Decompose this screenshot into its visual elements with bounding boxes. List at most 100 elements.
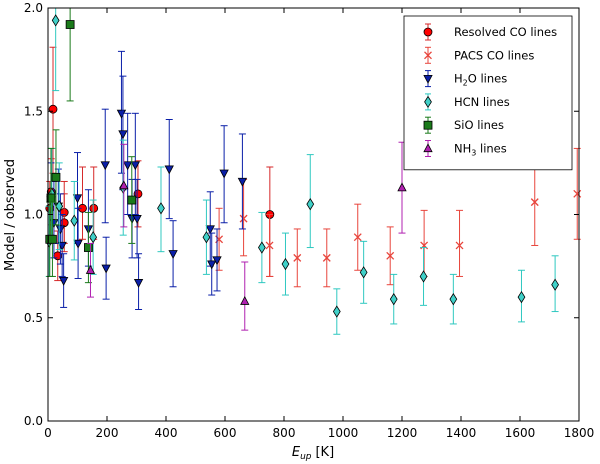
series-h2o-lines (46, 50, 248, 310)
pacs-co-lines-point (530, 198, 539, 207)
legend-label: HCN lines (454, 95, 510, 109)
x-axis-title-sub: up (300, 452, 312, 462)
x-marker-stroke (424, 51, 432, 60)
h2o-lines-point (212, 256, 222, 266)
legend-marker (424, 51, 432, 60)
y-axis-title: Model / observed (3, 159, 18, 271)
h2o-lines-point (58, 276, 69, 286)
nh3-lines-point (119, 180, 129, 190)
tick-labels: 0 200 400 600 800 1000 1200 1400 1600 1800 0.0 0.5 1… (24, 1, 594, 440)
pacs-co-lines-point (353, 233, 362, 242)
legend-label: Resolved CO lines (454, 25, 557, 39)
hcn-lines-point (89, 231, 98, 244)
x-tick-label: 1200 (387, 426, 418, 440)
hcn-lines-point (389, 293, 398, 306)
hcn-lines-point (517, 290, 526, 304)
h2o-lines-point (72, 194, 83, 204)
x-axis-title-main: E (292, 445, 301, 460)
hcn-lines-point (55, 200, 64, 213)
h2o-lines-point (133, 279, 144, 288)
x-marker-stroke (353, 233, 362, 242)
nh3-lines-point (240, 295, 250, 305)
hcn-lines-point (419, 270, 428, 283)
pacs-co-lines-point (386, 251, 395, 260)
hcn-lines-point (202, 231, 211, 244)
hcn-lines-point (51, 14, 60, 27)
y-tick-label: 0.5 (24, 311, 43, 325)
x-tick-label: 1000 (328, 426, 359, 440)
sio-lines-point (51, 172, 61, 182)
legend-marker (423, 143, 433, 153)
sio-lines-point (48, 234, 57, 244)
x-marker-stroke (530, 198, 539, 207)
x-marker-stroke (573, 189, 582, 198)
h2o-lines-point (168, 250, 178, 259)
h2o-lines-point (219, 169, 229, 179)
nh3-lines-point (397, 182, 407, 192)
h2o-lines-point (100, 161, 110, 171)
legend-label-main: Resolved CO lines (454, 25, 557, 39)
sio-lines-point (65, 20, 75, 29)
hcn-lines-point (258, 241, 266, 254)
pacs-co-lines-point (239, 214, 248, 223)
legend-label-tail: lines (476, 142, 506, 156)
legend-entry: SiO lines (423, 116, 504, 134)
x-tick-label: 1600 (505, 426, 536, 440)
y-tick-label: 1.0 (24, 208, 43, 222)
resolved-co-lines-point (48, 104, 58, 114)
pacs-co-lines-point (293, 253, 302, 262)
x-tick-label: 800 (273, 426, 296, 440)
h2o-lines-point (73, 239, 83, 249)
h2o-lines-point (164, 165, 174, 175)
x-marker-stroke (322, 253, 331, 262)
y-tick-label: 0.0 (24, 414, 43, 428)
legend-label-sub: 2 (463, 79, 468, 88)
pacs-co-lines-point (265, 241, 274, 250)
h2o-lines-point (101, 264, 111, 274)
h2o-lines-point (122, 161, 133, 171)
sio-lines-point (84, 243, 93, 252)
legend-entry: NH3 lines (423, 140, 507, 158)
x-marker-stroke (239, 214, 248, 223)
legend-marker (423, 75, 433, 84)
pacs-co-lines-point (322, 253, 331, 262)
series-pacs-co-lines (215, 147, 582, 288)
legend-label-main: SiO lines (454, 118, 504, 132)
sio-lines-point (127, 195, 137, 205)
x-tick-label: 1800 (564, 426, 595, 440)
h2o-lines-point (130, 161, 140, 171)
x-tick-label: 0 (44, 426, 52, 440)
resolved-co-lines-point (89, 203, 99, 213)
h2o-lines-point (118, 130, 128, 140)
x-tick-label: 200 (96, 426, 119, 440)
y-tick-label: 1.5 (24, 104, 43, 118)
hcn-lines-point (70, 214, 79, 227)
pacs-co-lines-point (455, 241, 464, 250)
x-axis-title: Eup [K] (292, 445, 334, 462)
legend-entry: H2O lines (423, 70, 507, 88)
legend-label: SiO lines (454, 118, 504, 132)
x-axis-title-unit: [K] (315, 445, 334, 460)
legend-label-main: HCN lines (454, 95, 510, 109)
plot-area (45, 7, 582, 422)
legend-label-main: H (454, 72, 463, 86)
nh3-lines-point (85, 264, 96, 274)
hcn-lines-point (306, 198, 315, 211)
y-tick-label: 2.0 (24, 1, 43, 15)
legend-label: H2O lines (454, 72, 507, 88)
x-marker-stroke (265, 241, 274, 250)
legend-entry: PACS CO lines (424, 46, 534, 64)
legend-marker (423, 120, 433, 130)
h2o-lines-point (205, 225, 215, 235)
legend-box (403, 15, 573, 171)
legend-label-tail: O lines (468, 72, 507, 86)
h2o-lines-point (237, 177, 248, 187)
x-marker-stroke (455, 241, 464, 250)
legend-marker (424, 95, 432, 109)
hcn-lines-point (281, 257, 290, 271)
h2o-lines-point (116, 109, 127, 119)
legend-label-sub: 3 (471, 149, 476, 158)
x-tick-label: 1400 (446, 426, 477, 440)
